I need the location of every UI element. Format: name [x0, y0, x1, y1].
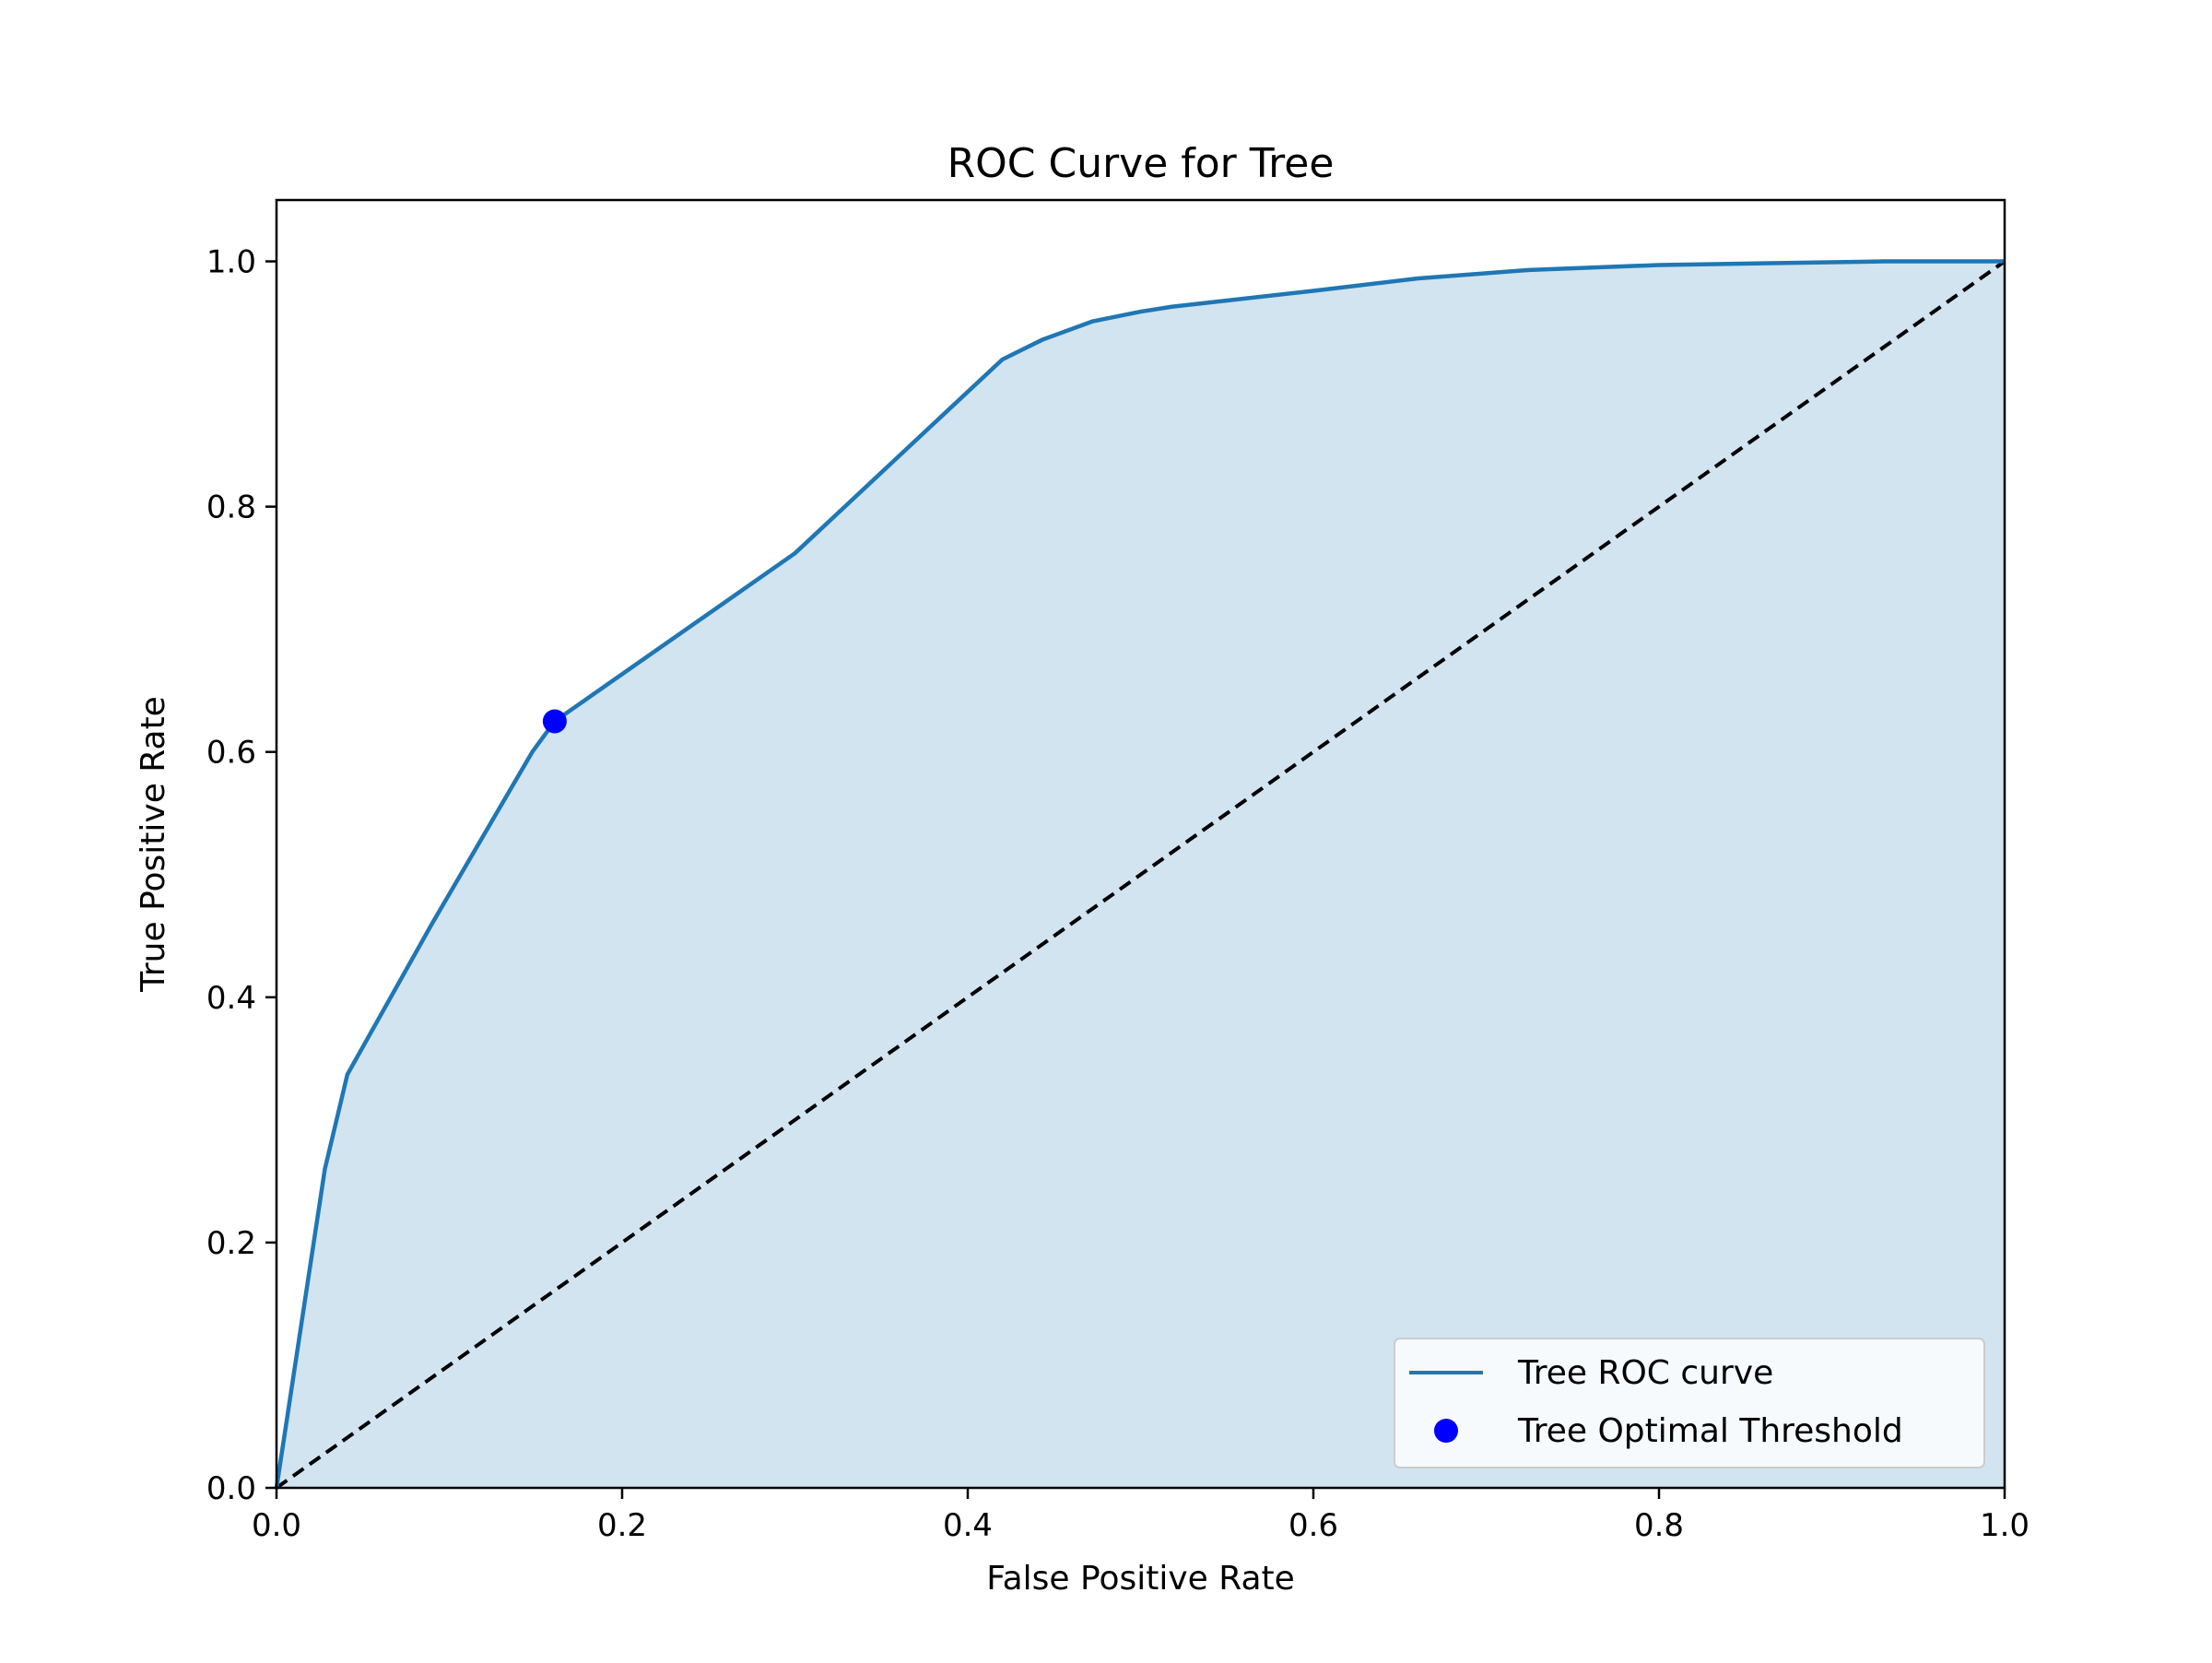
legend-label-optimal-threshold: Tree Optimal Threshold [1517, 1412, 1903, 1450]
y-tick-label: 0.4 [206, 980, 256, 1017]
y-tick-label: 0.6 [206, 735, 256, 772]
legend: Tree ROC curve Tree Optimal Threshold [1394, 1338, 1985, 1468]
x-tick-label: 0.8 [1634, 1507, 1684, 1544]
y-axis-label: True Positive Rate [135, 696, 172, 993]
x-axis-label: False Positive Rate [986, 1560, 1295, 1598]
legend-swatch-optimal-threshold [1434, 1419, 1458, 1443]
x-tick-label: 0.6 [1288, 1507, 1338, 1544]
optimal-threshold-point [542, 709, 567, 734]
chance-diagonal-line [275, 259, 2006, 1490]
roc-curve-line [274, 259, 2005, 1489]
plot-frame [275, 198, 2006, 1490]
x-tick-label: 0.2 [597, 1507, 647, 1544]
x-tick-label: 1.0 [1980, 1507, 2030, 1544]
y-tick-label: 0.8 [206, 489, 256, 526]
chart-title: ROC Curve for Tree [947, 140, 1335, 187]
y-tick-label: 1.0 [206, 244, 256, 281]
x-tick-label: 0.0 [252, 1507, 301, 1544]
y-tick-label: 0.0 [206, 1470, 256, 1507]
legend-label-roc-curve: Tree ROC curve [1517, 1354, 1773, 1392]
legend-box [1394, 1338, 1985, 1468]
y-tick-label: 0.2 [206, 1225, 256, 1262]
x-tick-label: 0.4 [943, 1507, 993, 1544]
